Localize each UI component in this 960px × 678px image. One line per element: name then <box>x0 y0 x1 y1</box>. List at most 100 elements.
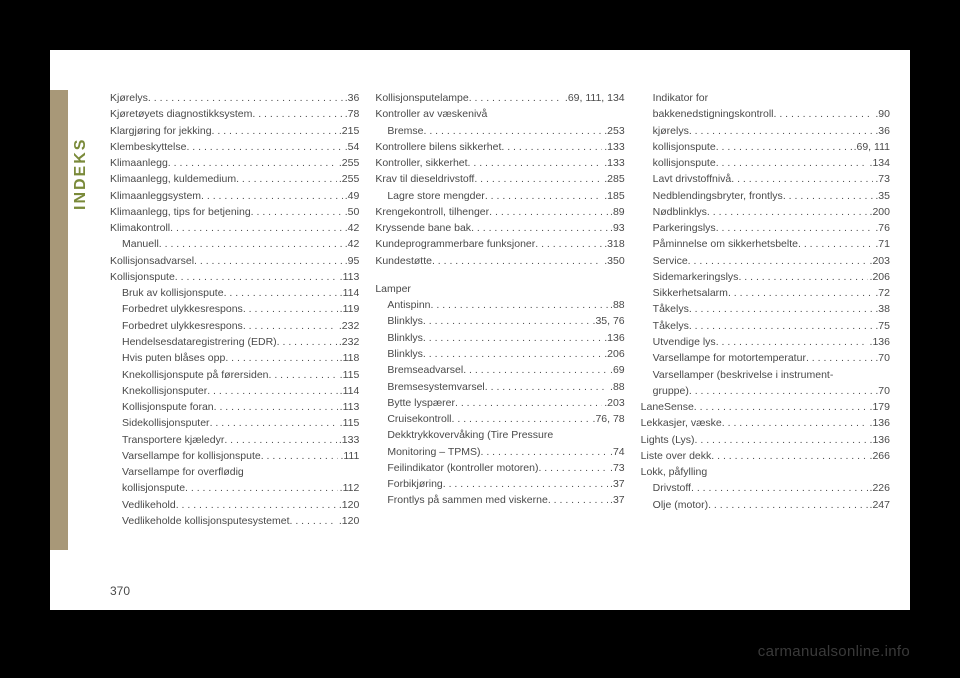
leader-dots <box>711 448 867 464</box>
index-entry: kollisjonspute .134 <box>641 155 890 171</box>
entry-page: .37 <box>608 492 625 508</box>
entry-label: Blinklys <box>387 330 423 346</box>
entry-page: .114 <box>338 383 360 399</box>
index-entry: Kontroller, sikkerhet.133 <box>375 155 624 171</box>
index-entry: Lamper <box>375 281 624 297</box>
leader-dots <box>695 432 868 448</box>
entry-page: .42 <box>343 220 360 236</box>
leader-dots <box>159 236 343 252</box>
leader-dots <box>773 106 873 122</box>
entry-label: Kryssende bane bak <box>375 220 471 236</box>
leader-dots <box>716 155 868 171</box>
entry-page: .134 <box>868 155 890 171</box>
entry-label: Knekollisjonspute på førersiden <box>122 367 269 383</box>
entry-page: .232 <box>337 334 359 350</box>
leader-dots <box>485 188 602 204</box>
entry-page: .253 <box>602 123 624 139</box>
entry-label: Kollisjonsadvarsel <box>110 253 194 269</box>
index-entry: Hendelsesdataregistrering (EDR) .232 <box>110 334 359 350</box>
entry-label: Hendelsesdataregistrering (EDR) <box>122 334 277 350</box>
entry-page: .74 <box>608 444 625 460</box>
leader-dots <box>277 334 337 350</box>
entry-page: .69, 111 <box>852 139 890 155</box>
entry-label: Service <box>653 253 688 269</box>
index-entry: kollisjonspute.69, 111 <box>641 139 890 155</box>
index-entry: Varsellampe for overflødig <box>110 464 359 480</box>
entry-page: .69, 111, 134 <box>563 90 625 106</box>
index-entry: Kundeprogrammerbare funksjoner .318 <box>375 236 624 252</box>
entry-page: .266 <box>868 448 890 464</box>
leader-dots <box>207 383 337 399</box>
entry-label: Vedlikeholde kollisjonsputesystemet <box>122 513 290 529</box>
index-entry: Monitoring – TPMS) .74 <box>375 444 624 460</box>
entry-label: Liste over dekk <box>641 448 712 464</box>
index-entry: Bruk av kollisjonspute.114 <box>110 285 359 301</box>
entry-label: Forbedret ulykkesrespons <box>122 318 243 334</box>
index-entry: Klimaanlegg, tips for betjening.50 <box>110 204 359 220</box>
index-entry: Klargjøring for jekking.215 <box>110 123 359 139</box>
entry-page: .70 <box>873 350 890 366</box>
section-label: INDEKS <box>72 90 92 210</box>
entry-label: Lokk, påfylling <box>641 464 708 480</box>
leader-dots <box>186 139 342 155</box>
entry-label: Dekktrykkovervåking (Tire Pressure <box>387 427 553 443</box>
entry-page: .200 <box>868 204 890 220</box>
leader-dots <box>689 123 874 139</box>
leader-dots <box>716 334 868 350</box>
entry-label: Vedlikehold <box>122 497 176 513</box>
index-entry: Nedblendingsbryter, frontlys.35 <box>641 188 890 204</box>
index-entry: Påminnelse om sikkerhetsbelte.71 <box>641 236 890 252</box>
entry-page: .185 <box>602 188 624 204</box>
leader-dots <box>783 188 874 204</box>
entry-label: Forbedret ulykkesrespons <box>122 301 243 317</box>
entry-page: .42 <box>343 236 360 252</box>
entry-label: Kjøretøyets diagnostikksystem <box>110 106 252 122</box>
leader-dots <box>806 350 873 366</box>
entry-label: Bruk av kollisjonspute <box>122 285 224 301</box>
index-entry: Krengekontroll, tilhenger.89 <box>375 204 624 220</box>
entry-page: .111 <box>338 448 359 464</box>
leader-dots <box>463 362 608 378</box>
entry-label: Hvis puten blåses opp <box>122 350 225 366</box>
leader-dots <box>455 395 602 411</box>
index-entry: bakkenedstigningskontroll.90 <box>641 106 890 122</box>
entry-page: .318 <box>602 236 624 252</box>
leader-dots <box>210 415 338 431</box>
entry-label: Manuell <box>122 236 159 252</box>
index-entry: Sikkerhetsalarm.72 <box>641 285 890 301</box>
leader-dots <box>728 285 873 301</box>
leader-dots <box>738 269 867 285</box>
index-entry: Forbedret ulykkesrespons.232 <box>110 318 359 334</box>
entry-label: kollisjonspute <box>653 155 716 171</box>
index-entry: Kollisjonsputelampe.69, 111, 134 <box>375 90 624 106</box>
index-entry: Kollisjonsadvarsel.95 <box>110 253 359 269</box>
entry-page: .73 <box>608 460 625 476</box>
index-entry: Klembeskyttelse.54 <box>110 139 359 155</box>
index-entry: Varsellampe for kollisjonspute.111 <box>110 448 359 464</box>
entry-page: .120 <box>337 513 359 529</box>
entry-label: Blinklys <box>387 313 423 329</box>
index-entry: Klimaanlegg.255 <box>110 155 359 171</box>
index-entry: Forbedret ulykkesrespons.119 <box>110 301 359 317</box>
entry-page: .215 <box>337 123 359 139</box>
entry-page: .88 <box>608 297 625 313</box>
entry-page: .76 <box>873 220 890 236</box>
index-entry: Forbikjøring.37 <box>375 476 624 492</box>
entry-label: Varsellampe for overflødig <box>122 464 244 480</box>
leader-dots <box>201 188 343 204</box>
index-entry: Frontlys på sammen med viskerne.37 <box>375 492 624 508</box>
index-entry: Indikator for <box>641 90 890 106</box>
entry-page: .113 <box>338 269 360 285</box>
entry-page: .72 <box>873 285 890 301</box>
entry-page: .36 <box>873 123 890 139</box>
leader-dots <box>423 346 602 362</box>
entry-label: Kundeprogrammerbare funksjoner <box>375 236 535 252</box>
index-entry: Lavt drivstoffnivå.73 <box>641 171 890 187</box>
entry-page: .69 <box>608 362 625 378</box>
index-entry: Klimaanlegg, kuldemedium.255 <box>110 171 359 187</box>
leader-dots <box>468 155 603 171</box>
entry-label: Kundestøtte <box>375 253 432 269</box>
entry-page: .136 <box>868 415 890 431</box>
entry-label: Monitoring – TPMS) <box>387 444 480 460</box>
entry-label: Klimakontroll <box>110 220 170 236</box>
